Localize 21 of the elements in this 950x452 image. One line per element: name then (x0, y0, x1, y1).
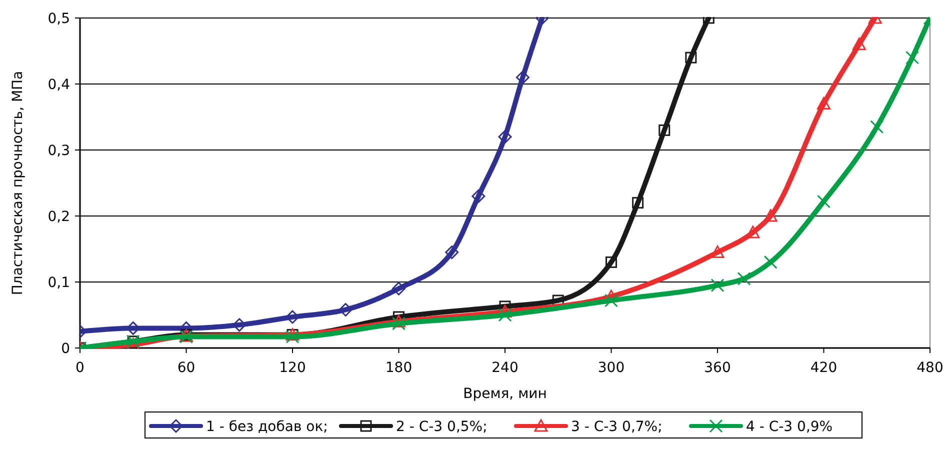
x-tick-label: 0 (76, 360, 84, 376)
x-tick-label: 420 (810, 360, 838, 376)
x-tick-label: 360 (704, 360, 731, 376)
y-tick-label: 0,3 (48, 143, 70, 159)
y-tick-label: 0,5 (48, 11, 70, 27)
legend-label: 1 - без добав ок; (206, 419, 328, 435)
y-tick-label: 0,4 (48, 77, 70, 93)
x-tick-label: 120 (279, 360, 306, 376)
x-tick-label: 480 (916, 360, 944, 376)
x-axis-title: Время, мин (463, 386, 547, 402)
legend-label: 2 - С-3 0,5%; (396, 419, 488, 435)
y-tick-label: 0 (61, 341, 70, 357)
x-tick-label: 300 (598, 360, 625, 376)
y-tick-label: 0,1 (48, 275, 70, 291)
legend-label: 3 - С-3 0,7%; (571, 419, 662, 435)
y-axis-title: Пластическая прочность, МПа (10, 70, 26, 296)
y-tick-label: 0,2 (48, 209, 70, 225)
legend-label: 4 - С-3 0,9% (746, 419, 833, 435)
x-tick-label: 240 (492, 360, 518, 376)
x-tick-label: 60 (177, 360, 196, 376)
x-tick-label: 180 (385, 360, 412, 376)
